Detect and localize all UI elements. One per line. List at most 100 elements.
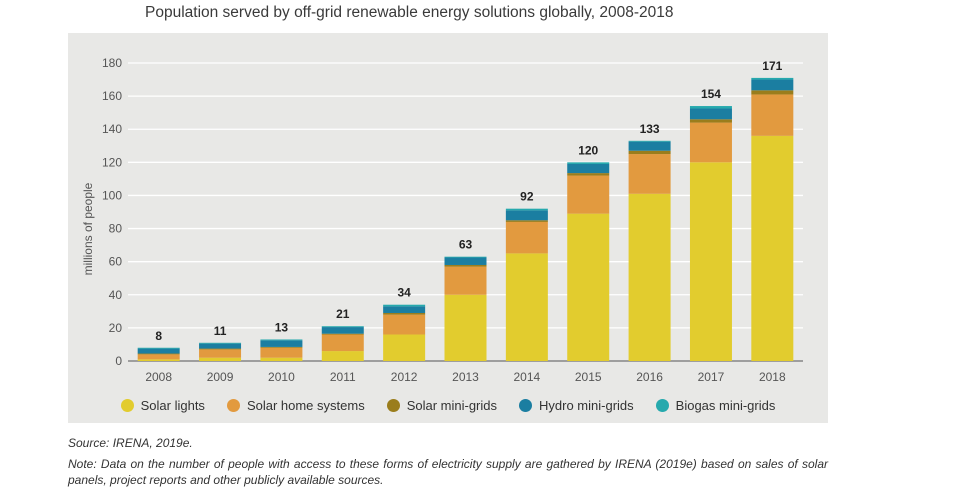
bar-total-label: 63 [459, 238, 473, 252]
bar-total-label: 133 [640, 122, 660, 136]
bar-segment-hydro-mini-grids [751, 79, 794, 91]
bar-segment-solar-lights [260, 357, 303, 361]
source-text: Source: IRENA, 2019e. [68, 436, 193, 450]
bar-segment-solar-mini-grids [751, 90, 794, 95]
bar-segment-solar-home-systems [751, 94, 794, 136]
bar-segment-biogas-mini-grids [567, 162, 610, 164]
x-tick-label: 2013 [452, 370, 479, 384]
bar-segment-solar-lights [383, 334, 426, 361]
y-tick-label: 180 [102, 56, 122, 70]
legend-item: Solar home systems [226, 397, 365, 413]
x-tick-label: 2011 [330, 370, 356, 384]
bar-total-label: 171 [762, 59, 782, 73]
stacked-bar-chart: 0 20 40 60 80 100 120 140 160 180 2008 8 2009 11 2010 1… [81, 56, 803, 384]
legend-item: Biogas mini-grids [655, 397, 776, 413]
bar-segment-solar-lights [628, 193, 671, 361]
bar-total-label: 13 [275, 320, 289, 334]
y-tick-label: 40 [109, 288, 123, 302]
legend-swatch [120, 398, 134, 412]
y-tick-label: 60 [109, 255, 123, 269]
bar-segment-solar-home-systems [137, 354, 180, 360]
bar-segment-solar-lights [444, 294, 487, 361]
bar-segment-solar-lights [321, 351, 364, 361]
y-tick-label: 160 [102, 89, 122, 103]
bar-segment-solar-mini-grids [321, 333, 364, 335]
x-tick-label: 2010 [268, 370, 295, 384]
y-tick-label: 100 [102, 188, 122, 202]
bar-segment-solar-lights [137, 359, 180, 361]
bar-segment-solar-mini-grids [505, 220, 548, 222]
bar-segment-hydro-mini-grids [505, 210, 548, 221]
bar-segment-hydro-mini-grids [689, 108, 732, 120]
bar-total-label: 154 [701, 87, 721, 101]
bar-segment-solar-lights [199, 357, 242, 361]
legend-item: Solar mini-grids [386, 397, 498, 413]
bar-segment-hydro-mini-grids [137, 348, 180, 354]
bar-segment-biogas-mini-grids [199, 342, 242, 344]
bar-segment-hydro-mini-grids [383, 306, 426, 313]
chart-legend: Solar lights Solar home systems Solar mini… [68, 393, 828, 417]
bar-segment-biogas-mini-grids [444, 256, 487, 258]
y-tick-label: 80 [109, 222, 123, 236]
bar-segment-solar-home-systems [321, 334, 364, 352]
y-tick-label: 0 [115, 354, 122, 368]
bar-segment-solar-mini-grids [137, 353, 180, 355]
bar-segment-solar-home-systems [260, 347, 303, 358]
bar-segment-solar-mini-grids [567, 173, 610, 176]
bar-total-label: 8 [155, 329, 162, 343]
bar-segment-biogas-mini-grids [321, 326, 364, 328]
legend-label: Solar mini-grids [406, 397, 498, 413]
bar-segment-solar-mini-grids [383, 312, 426, 315]
note-text: Note: Data on the number of people with … [68, 457, 828, 487]
bar-segment-solar-home-systems [567, 175, 610, 214]
x-tick-label: 2015 [575, 370, 602, 384]
bar-segment-hydro-mini-grids [260, 340, 303, 347]
bar-segment-hydro-mini-grids [567, 163, 610, 174]
bar-segment-solar-home-systems [505, 221, 548, 254]
y-tick-label: 120 [102, 155, 122, 169]
bar-segment-solar-lights [567, 213, 610, 361]
bar-segment-solar-mini-grids [444, 264, 487, 267]
bar-segment-solar-home-systems [199, 349, 242, 358]
legend-label: Hydro mini-grids [539, 397, 634, 413]
bar-segment-biogas-mini-grids [137, 347, 180, 349]
bar-segment-biogas-mini-grids [260, 339, 303, 341]
bar-segment-solar-home-systems [628, 154, 671, 194]
bar-total-label: 92 [520, 190, 534, 204]
bar-segment-biogas-mini-grids [628, 140, 671, 142]
bar-segment-biogas-mini-grids [383, 304, 426, 307]
x-tick-label: 2018 [759, 370, 786, 384]
x-tick-label: 2016 [636, 370, 663, 384]
bar-segment-biogas-mini-grids [505, 208, 548, 211]
bar-segment-solar-mini-grids [689, 119, 732, 123]
legend-swatch [386, 398, 400, 412]
bar-segment-solar-mini-grids [628, 150, 671, 155]
bar-segment-solar-home-systems [383, 314, 426, 335]
bar-total-label: 21 [336, 307, 350, 321]
bar-segment-hydro-mini-grids [199, 343, 242, 349]
y-tick-label: 140 [102, 122, 122, 136]
legend-swatch [226, 398, 240, 412]
bar-segment-solar-lights [505, 253, 548, 361]
x-tick-label: 2014 [514, 370, 541, 384]
legend-label: Solar lights [140, 397, 205, 413]
bar-segment-solar-mini-grids [260, 346, 303, 348]
x-tick-label: 2017 [698, 370, 725, 384]
y-axis-label: millions of people [81, 182, 95, 275]
legend-label: Solar home systems [246, 397, 365, 413]
chart-title: Population served by off-grid renewable … [145, 4, 674, 21]
bar-segment-solar-lights [689, 162, 732, 361]
bar-total-label: 11 [214, 324, 227, 338]
bar-segment-biogas-mini-grids [689, 106, 732, 109]
bar-segment-hydro-mini-grids [444, 257, 487, 265]
legend-item: Solar lights [120, 397, 205, 413]
y-tick-label: 20 [109, 321, 123, 335]
bar-segment-solar-lights [751, 135, 794, 361]
bar-segment-hydro-mini-grids [321, 327, 364, 334]
x-tick-label: 2008 [145, 370, 172, 384]
bar-total-label: 120 [578, 143, 598, 157]
legend-label: Biogas mini-grids [675, 397, 776, 413]
legend-item: Hydro mini-grids [519, 398, 634, 413]
bar-segment-biogas-mini-grids [751, 77, 794, 80]
bar-segment-solar-home-systems [444, 266, 487, 295]
